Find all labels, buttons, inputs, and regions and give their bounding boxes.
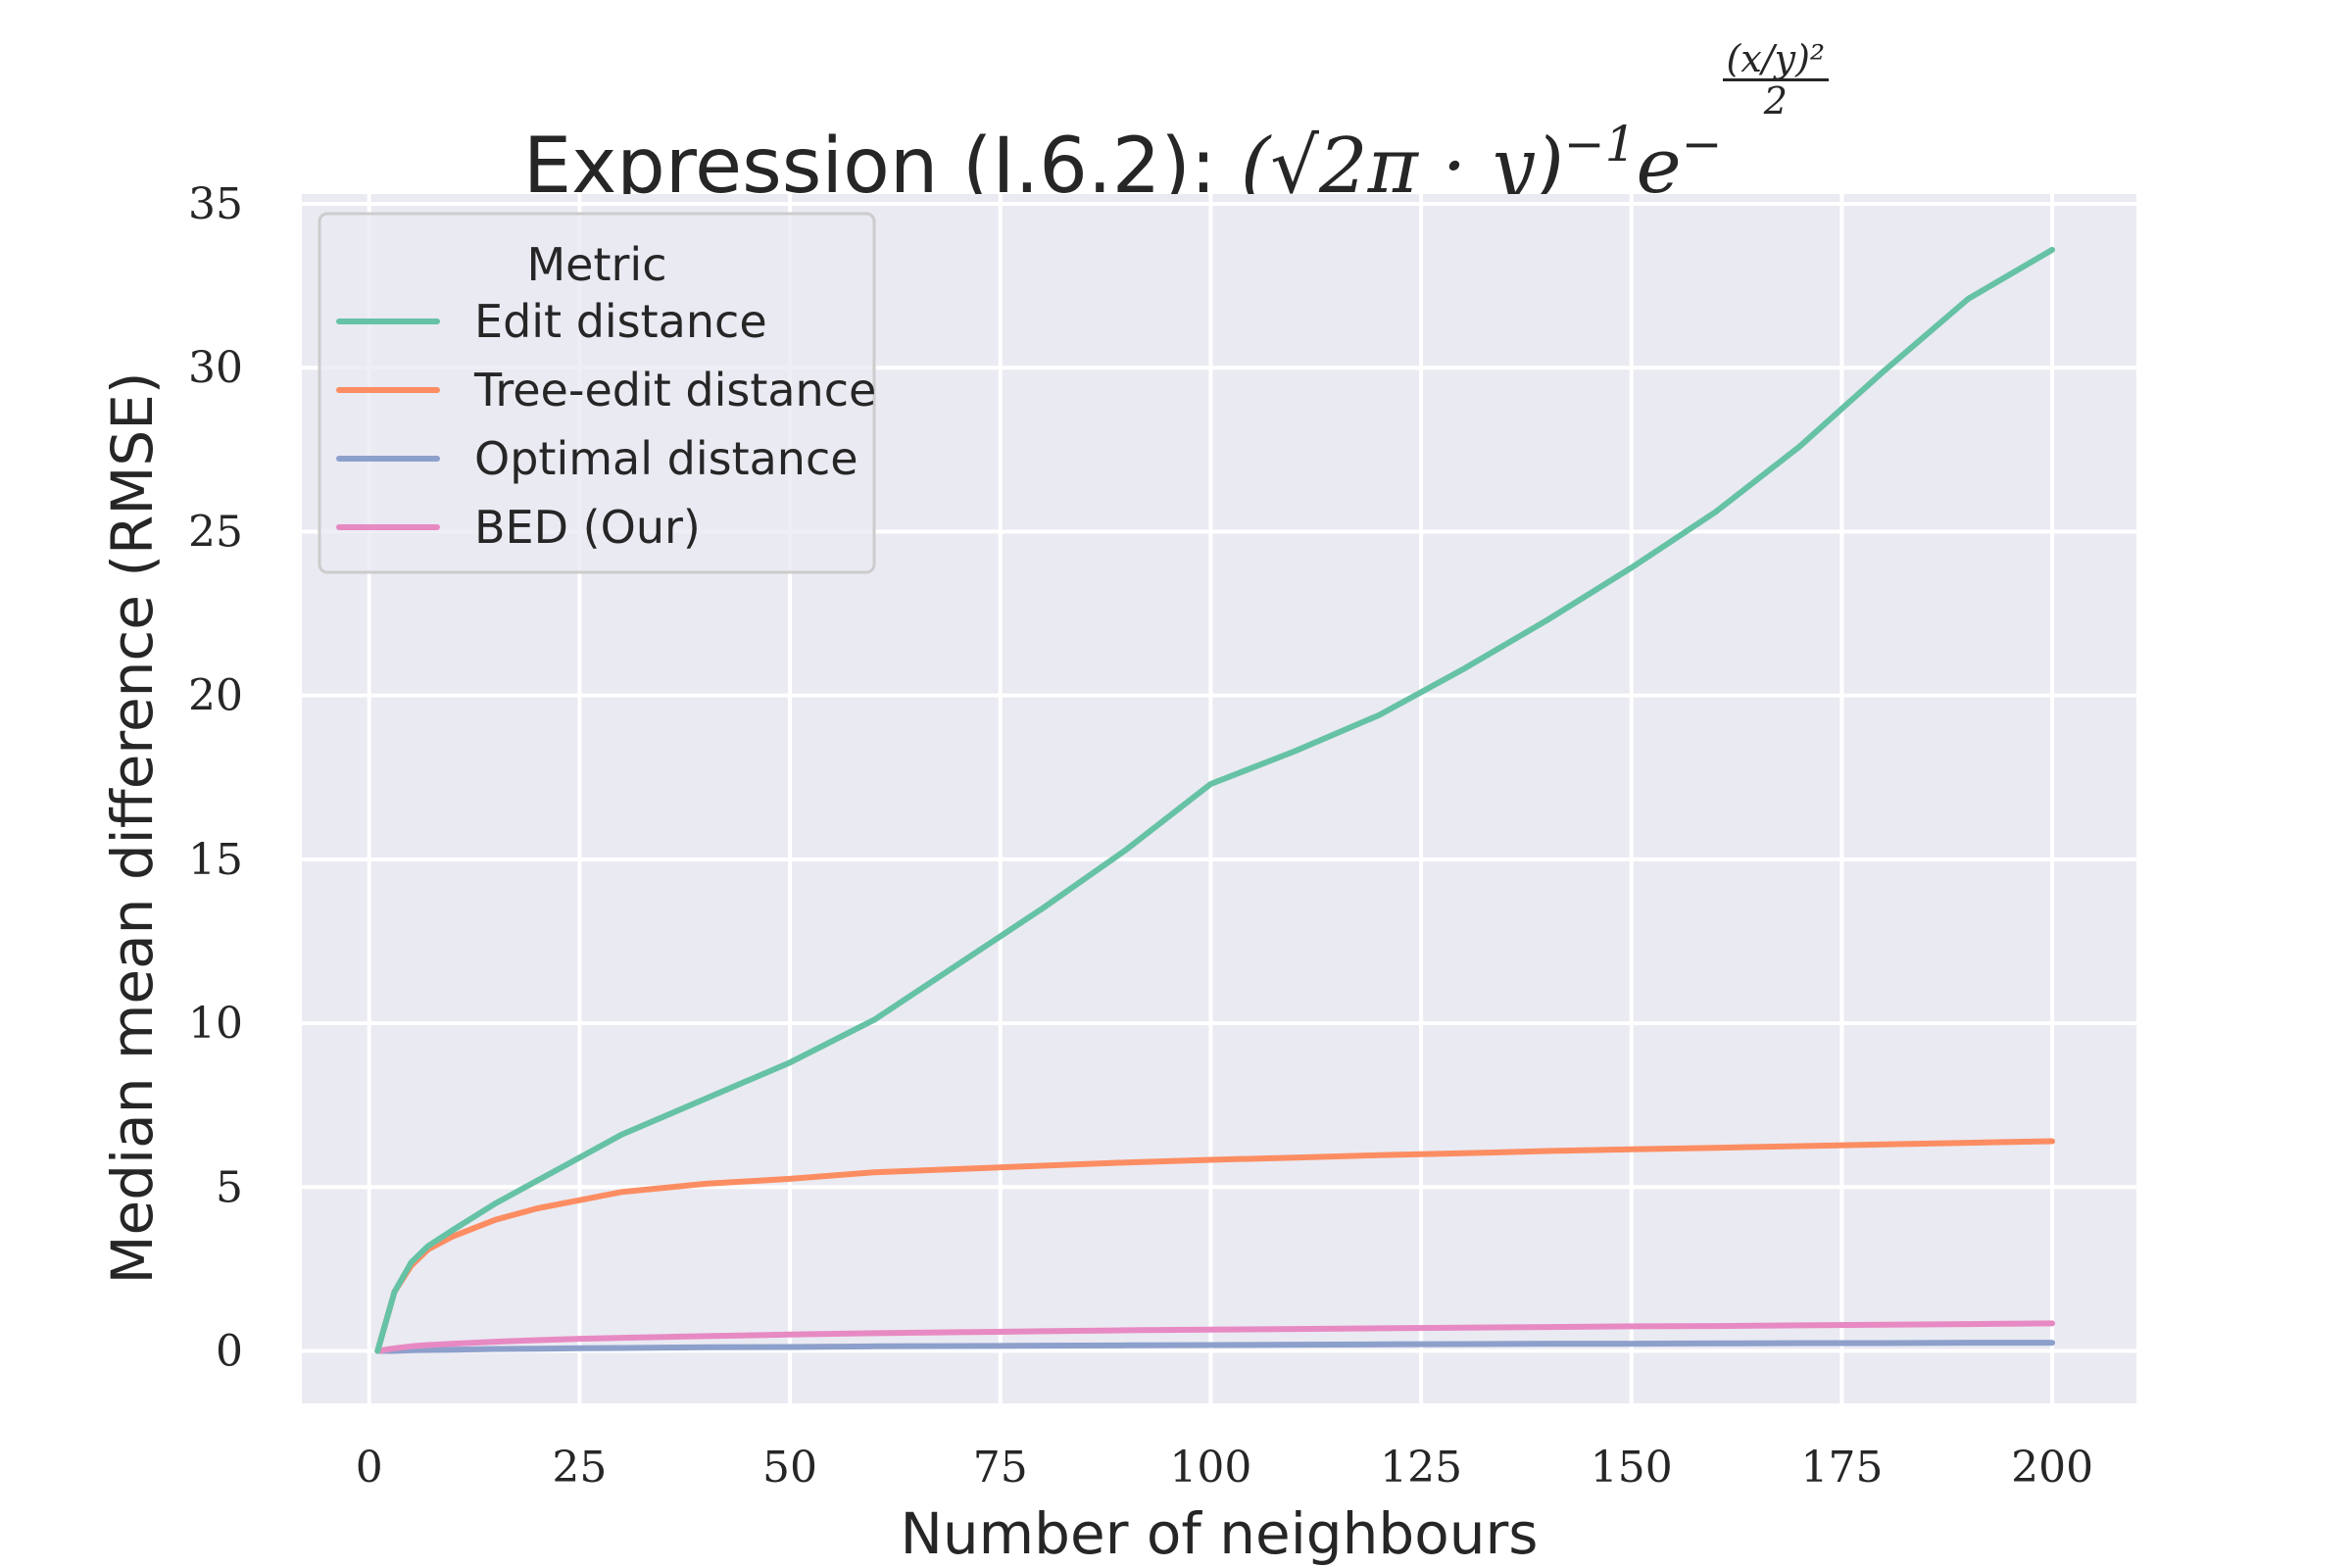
x-tick-label: 50 [762,1443,817,1493]
x-tick-label: 25 [552,1443,607,1493]
y-axis-ticks: 0 5 10 15 20 25 30 35 [188,179,243,1376]
x-tick-label: 175 [1800,1443,1883,1493]
title-formula-exp-den: 2 [1763,79,1788,122]
x-tick-label: 100 [1169,1443,1251,1493]
series-line-bed-our [374,1320,2056,1354]
chart-title-formula: (√2π · y)−1e− (x/y)² 2 [1241,39,1830,211]
x-axis-ticks: 0 25 50 75 100 125 150 175 200 [356,1443,2093,1493]
series-line-edit-distance [374,246,2056,1354]
x-tick-label: 0 [356,1443,383,1493]
y-tick-label: 35 [188,179,243,229]
y-tick-label: 25 [188,507,243,557]
chart-title: Expression (I.6.2): (√2π · y)−1e− (x/y)² 2 [0,39,2352,211]
y-tick-label: 10 [188,999,243,1049]
y-axis-label: Median mean difference (RMSE) [99,372,166,1285]
legend-item-label: BED (Our) [474,501,701,554]
legend-item-label: Optimal distance [474,432,858,485]
legend-item-label: Edit distance [474,295,767,348]
title-formula-exp-num: (x/y)² [1722,39,1830,81]
series-line-tree-edit-distance [374,1138,2056,1354]
x-tick-label: 150 [1591,1443,1673,1493]
series-line-optimal-distance [374,1340,2056,1354]
y-tick-label: 0 [216,1326,243,1376]
x-axis-label: Number of neighbours [900,1500,1538,1567]
x-tick-label: 200 [2011,1443,2093,1493]
title-formula-exp1: −1 [1563,116,1637,172]
legend-box [318,212,876,574]
y-tick-label: 30 [188,343,243,393]
x-tick-label: 75 [973,1443,1028,1493]
x-tick-label: 125 [1380,1443,1462,1493]
series-layer [374,246,2056,1354]
y-tick-label: 5 [216,1162,243,1212]
legend-item-label: Tree-edit distance [473,364,876,416]
legend-title: Metric [526,238,666,291]
title-formula-exp-sign: − [1681,116,1723,172]
y-tick-label: 20 [188,671,243,721]
y-tick-label: 15 [188,835,243,885]
